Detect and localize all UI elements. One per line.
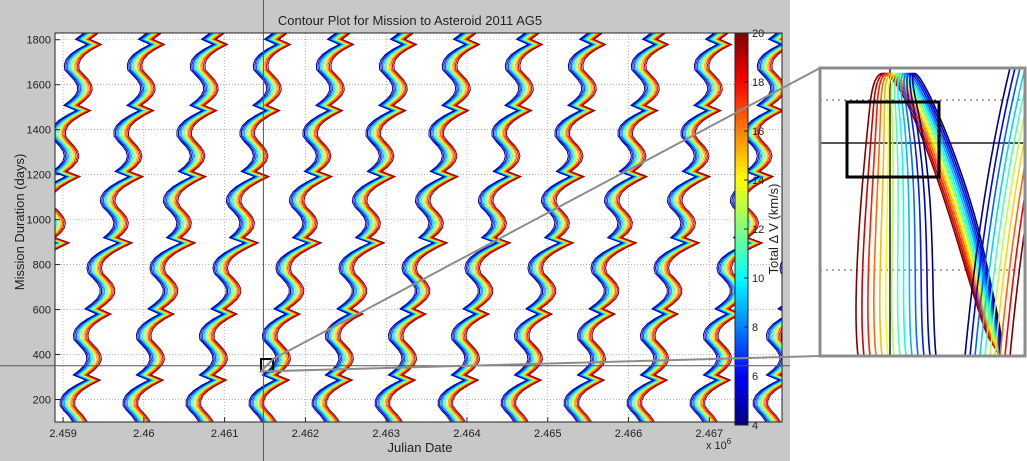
contour-line <box>55 33 96 247</box>
y-tick-label: 1400 <box>27 125 51 137</box>
contour-line <box>69 33 162 422</box>
zoom-contour-line <box>878 72 1001 356</box>
x-tick-label: 2.464 <box>453 428 481 440</box>
y-tick-label: 1600 <box>27 80 51 92</box>
x-tick-label: 2.461 <box>211 428 239 440</box>
zoom-contour-line <box>989 108 1025 356</box>
zoom-inset-frame <box>818 66 1027 358</box>
zoom-contour-line <box>906 72 1001 356</box>
contour-line <box>62 33 155 422</box>
zoom-contour-line <box>903 72 1001 356</box>
contour-line <box>71 33 163 422</box>
zoom-contour-line <box>1009 222 1025 356</box>
zoom-contour-line <box>873 72 1001 356</box>
zoom-contour-line <box>1004 190 1025 356</box>
x-tick-label: 2.462 <box>292 428 320 440</box>
contour-line <box>66 33 159 422</box>
x-tick-label: 2.46 <box>133 428 154 440</box>
zoom-inset-focus-box <box>845 100 941 179</box>
x-tick-label: 2.463 <box>372 428 400 440</box>
y-tick-label: 1200 <box>27 170 51 182</box>
contour-line <box>55 33 92 245</box>
contour-line <box>128 33 221 422</box>
contour-line <box>55 33 97 248</box>
zoom-contour-line <box>979 68 1025 356</box>
y-tick-label: 800 <box>33 260 51 272</box>
contour-line <box>72 33 165 422</box>
zoom-contour-line <box>974 68 1021 356</box>
zoom-contour-line <box>964 68 1011 356</box>
contour-line <box>55 33 102 250</box>
contour-line <box>131 33 223 422</box>
contour-line <box>132 33 225 422</box>
x-tick-label: 2.467 <box>696 428 724 440</box>
colorbar-tick-label: 18 <box>752 77 764 89</box>
contour-line <box>135 33 228 422</box>
main-chart-svg: Contour Plot for Mission to Asteroid 201… <box>0 0 790 461</box>
zoom-inset-contours <box>820 68 1025 356</box>
zoom-contour-line <box>909 72 1001 356</box>
y-tick-label: 1000 <box>27 215 51 227</box>
figure-window: Contour Plot for Mission to Asteroid 201… <box>0 0 790 461</box>
colorbar-tick-label: 12 <box>752 224 764 236</box>
contour-line <box>55 33 89 244</box>
zoom-contour-line <box>969 68 1016 356</box>
contour-line <box>65 33 157 422</box>
contour-line <box>55 33 99 249</box>
zoom-contour-line <box>911 72 1002 356</box>
contour-line <box>55 33 93 246</box>
colorbar-tick-label: 6 <box>752 371 758 383</box>
y-axis-label: Mission Duration (days) <box>12 154 27 291</box>
plot-area <box>55 33 782 422</box>
contour-line <box>134 33 226 422</box>
colorbar-tick-label: 4 <box>752 420 758 432</box>
zoom-inset-bg <box>820 68 1025 356</box>
contour-line <box>74 33 166 422</box>
y-tick-label: 200 <box>33 395 51 407</box>
x-multiplier: x 106 <box>706 437 732 452</box>
contour-line <box>137 33 229 422</box>
zoom-contour-line <box>999 160 1025 356</box>
contour-line <box>122 33 215 422</box>
y-axis-ticks: 200 400 600 800 1000 1200 1400 1600 1800 <box>27 35 60 407</box>
colorbar-tick-label: 20 <box>752 28 764 40</box>
x-tick-label: 2.459 <box>49 428 77 440</box>
contour-line <box>124 33 216 422</box>
contour-line <box>59 33 152 422</box>
y-tick-label: 400 <box>33 350 51 362</box>
contour-line <box>63 33 156 422</box>
x-tick-label: 2.465 <box>534 428 562 440</box>
zoom-contour-line <box>994 133 1025 356</box>
zoom-contour-line <box>900 72 1001 356</box>
zoom-contour-line <box>867 72 1001 356</box>
zoom-contour-line <box>884 72 1001 356</box>
colorbar-tick-label: 16 <box>752 126 764 138</box>
zoom-contour-line <box>984 85 1025 356</box>
colorbar-tick-label: 10 <box>752 273 764 285</box>
contour-line <box>61 33 153 422</box>
contour-line <box>55 33 103 251</box>
colorbar-tick-label: 14 <box>752 175 764 187</box>
x-tick-label: 2.466 <box>615 428 643 440</box>
colorbar-tick-label: 8 <box>752 322 758 334</box>
contour-line <box>129 33 222 422</box>
contour-line <box>126 33 219 422</box>
y-tick-label: 1800 <box>27 35 51 47</box>
contour-line <box>68 33 160 422</box>
contour-line <box>55 33 90 244</box>
zoom-contour-line <box>861 72 1001 356</box>
contour-line <box>55 33 94 247</box>
contour-line <box>125 33 218 422</box>
zoom-contour-line <box>893 72 1001 356</box>
x-axis-ticks: 2.459 2.46 2.461 2.462 2.463 2.464 2.465 2.466 2… <box>49 417 723 440</box>
zoom-contour-line <box>855 72 1001 356</box>
chart-title: Contour Plot for Mission to Asteroid 201… <box>278 13 542 28</box>
zoom-contour-line <box>897 72 1001 356</box>
colorbar-label: Total Δ V (km/s) <box>766 183 781 274</box>
contour-line <box>55 33 100 249</box>
zoom-contour-line <box>890 72 1001 356</box>
y-tick-label: 600 <box>33 305 51 317</box>
x-axis-label: Julian Date <box>387 440 452 455</box>
